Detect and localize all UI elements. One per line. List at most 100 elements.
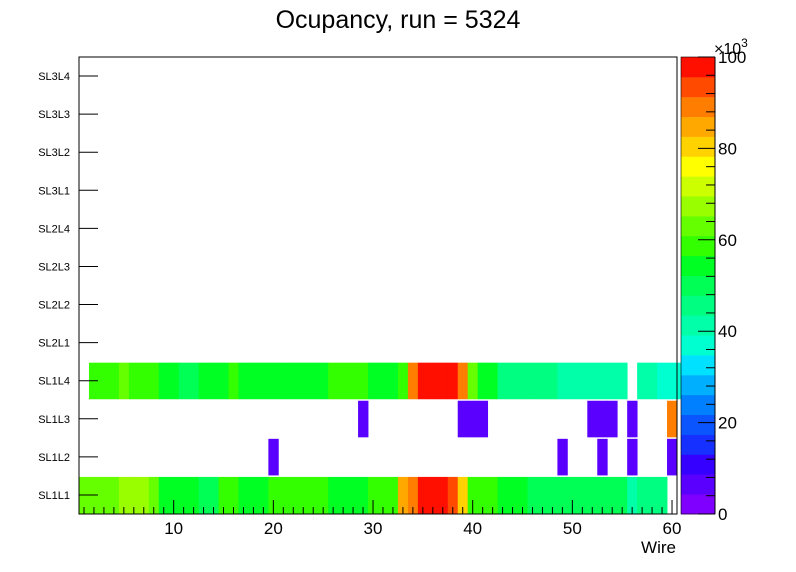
cell-SL1L1-wire-8: [148, 476, 160, 514]
cell-SL1L4-wire-27: [338, 362, 349, 400]
cell-SL1L4-wire-34: [407, 362, 419, 400]
cell-SL1L1-wire-38: [447, 476, 459, 514]
y-tick-label-SL2L1: SL2L1: [38, 338, 70, 350]
cell-SL1L4-wire-35: [417, 362, 429, 400]
cell-SL1L3-wire-52: [587, 400, 598, 438]
cell-SL1L4-wire-4: [108, 362, 120, 400]
cell-SL1L1-wire-57: [637, 476, 648, 514]
cell-SL1L1-wire-35: [417, 476, 429, 514]
cell-SL1L1-wire-48: [547, 476, 558, 514]
cell-SL1L2-wire-53: [597, 438, 608, 476]
x-tick-label-40: 40: [463, 519, 482, 538]
y-tick-label-SL2L4: SL2L4: [38, 223, 70, 235]
cell-SL1L1-wire-46: [527, 476, 538, 514]
color-scale-tick-label-20: 20: [718, 414, 737, 433]
color-scale-step-0: [681, 494, 715, 515]
cell-SL1L4-wire-50: [567, 362, 578, 400]
cell-SL1L4-wire-37: [437, 362, 449, 400]
cell-SL1L4-wire-55: [617, 362, 628, 400]
cell-SL1L1-wire-4: [108, 476, 120, 514]
cell-SL1L1-wire-5: [118, 476, 130, 514]
x-tick-label-60: 60: [663, 519, 682, 538]
color-scale-tick-label-100: 100: [718, 48, 746, 67]
cell-SL1L2-wire-56: [627, 438, 638, 476]
y-tick-label-SL2L2: SL2L2: [38, 300, 70, 312]
y-tick-label-SL3L1: SL3L1: [38, 185, 70, 197]
cell-SL1L4-wire-23: [298, 362, 309, 400]
cell-SL1L3-wire-54: [607, 400, 618, 438]
cell-SL1L1-wire-37: [437, 476, 449, 514]
cell-SL1L3-wire-53: [597, 400, 608, 438]
cell-SL1L1-wire-7: [138, 476, 150, 514]
cell-SL1L4-wire-18: [248, 362, 259, 400]
cell-SL1L1-wire-9: [158, 476, 170, 514]
cell-SL1L1-wire-13: [198, 476, 209, 514]
cell-SL1L4-wire-12: [188, 362, 199, 400]
cell-SL1L1-wire-22: [288, 476, 299, 514]
cell-SL1L3-wire-39: [457, 400, 469, 438]
color-scale-step-22: [681, 57, 715, 78]
cell-SL1L1-wire-23: [298, 476, 309, 514]
cell-SL1L4-wire-22: [288, 362, 299, 400]
y-tick-label-SL3L3: SL3L3: [38, 109, 70, 121]
cell-SL1L4-wire-49: [557, 362, 568, 400]
exponent-base: ×10: [714, 41, 741, 58]
cell-SL1L1-wire-33: [397, 476, 409, 514]
cell-SL1L4-wire-11: [178, 362, 190, 400]
y-tick-label-SL1L3: SL1L3: [38, 414, 70, 426]
cell-SL1L4-wire-52: [587, 362, 598, 400]
cell-SL1L1-wire-3: [98, 476, 110, 514]
color-scale-tick-label-80: 80: [718, 139, 737, 158]
cell-SL1L4-wire-21: [278, 362, 289, 400]
cell-SL1L1-wire-39: [457, 476, 469, 514]
y-tick-label-SL1L1: SL1L1: [38, 490, 70, 502]
cell-SL1L3-wire-41: [477, 400, 489, 438]
cell-SL1L4-wire-9: [158, 362, 170, 400]
color-scale-step-5: [681, 394, 715, 416]
cell-SL1L4-wire-5: [118, 362, 130, 400]
y-tick-label-SL2L3: SL2L3: [38, 261, 70, 273]
x-tick-label-50: 50: [563, 519, 582, 538]
cell-SL1L4-wire-16: [228, 362, 239, 400]
color-scale-step-15: [681, 196, 715, 217]
cell-SL1L4-wire-53: [597, 362, 608, 400]
color-scale-step-10: [681, 295, 715, 316]
cell-SL1L1-wire-29: [358, 476, 369, 514]
cell-SL1L4-wire-44: [507, 362, 518, 400]
cell-SL1L2-wire-60: [667, 438, 678, 476]
cell-SL1L1-wire-18: [248, 476, 259, 514]
cell-SL1L4-wire-39: [457, 362, 469, 400]
color-scale-tick-label-0: 0: [718, 505, 727, 524]
color-scale-step-17: [681, 156, 715, 177]
cell-SL1L4-wire-36: [427, 362, 439, 400]
cell-SL1L1-wire-21: [278, 476, 289, 514]
cell-SL1L1-wire-36: [427, 476, 439, 514]
cell-SL1L1-wire-11: [178, 476, 190, 514]
cell-SL1L4-wire-24: [308, 362, 319, 400]
cell-SL1L4-wire-57: [637, 362, 648, 400]
cell-SL1L1-wire-19: [258, 476, 269, 514]
cell-SL1L4-wire-7: [138, 362, 150, 400]
cell-SL1L4-wire-42: [487, 362, 498, 400]
cell-SL1L3-wire-60: [667, 400, 678, 438]
cell-SL1L3-wire-40: [467, 400, 479, 438]
cell-SL1L1-wire-40: [467, 476, 479, 514]
cell-SL1L1-wire-42: [487, 476, 498, 514]
cell-SL1L4-wire-43: [497, 362, 508, 400]
cell-SL1L1-wire-10: [168, 476, 180, 514]
color-scale-step-13: [681, 235, 715, 257]
cell-SL1L4-wire-26: [328, 362, 339, 400]
cell-SL1L1-wire-27: [338, 476, 349, 514]
axes: SL1L1 SL1L2 SL1L3 SL1L4 SL2L1 SL2L2 SL2L3 SL2L4…: [38, 71, 681, 538]
cell-SL1L1-wire-24: [308, 476, 319, 514]
cell-SL1L4-wire-54: [607, 362, 618, 400]
cell-SL1L1-wire-54: [607, 476, 618, 514]
cell-SL1L1-wire-55: [617, 476, 628, 514]
color-scale-tick-label-60: 60: [718, 231, 737, 250]
cell-SL1L3-wire-29: [358, 400, 369, 438]
color-scale-step-1: [681, 474, 715, 495]
cell-SL1L1-wire-14: [208, 476, 219, 514]
cell-SL1L1-wire-58: [647, 476, 658, 514]
cell-SL1L4-wire-41: [477, 362, 489, 400]
